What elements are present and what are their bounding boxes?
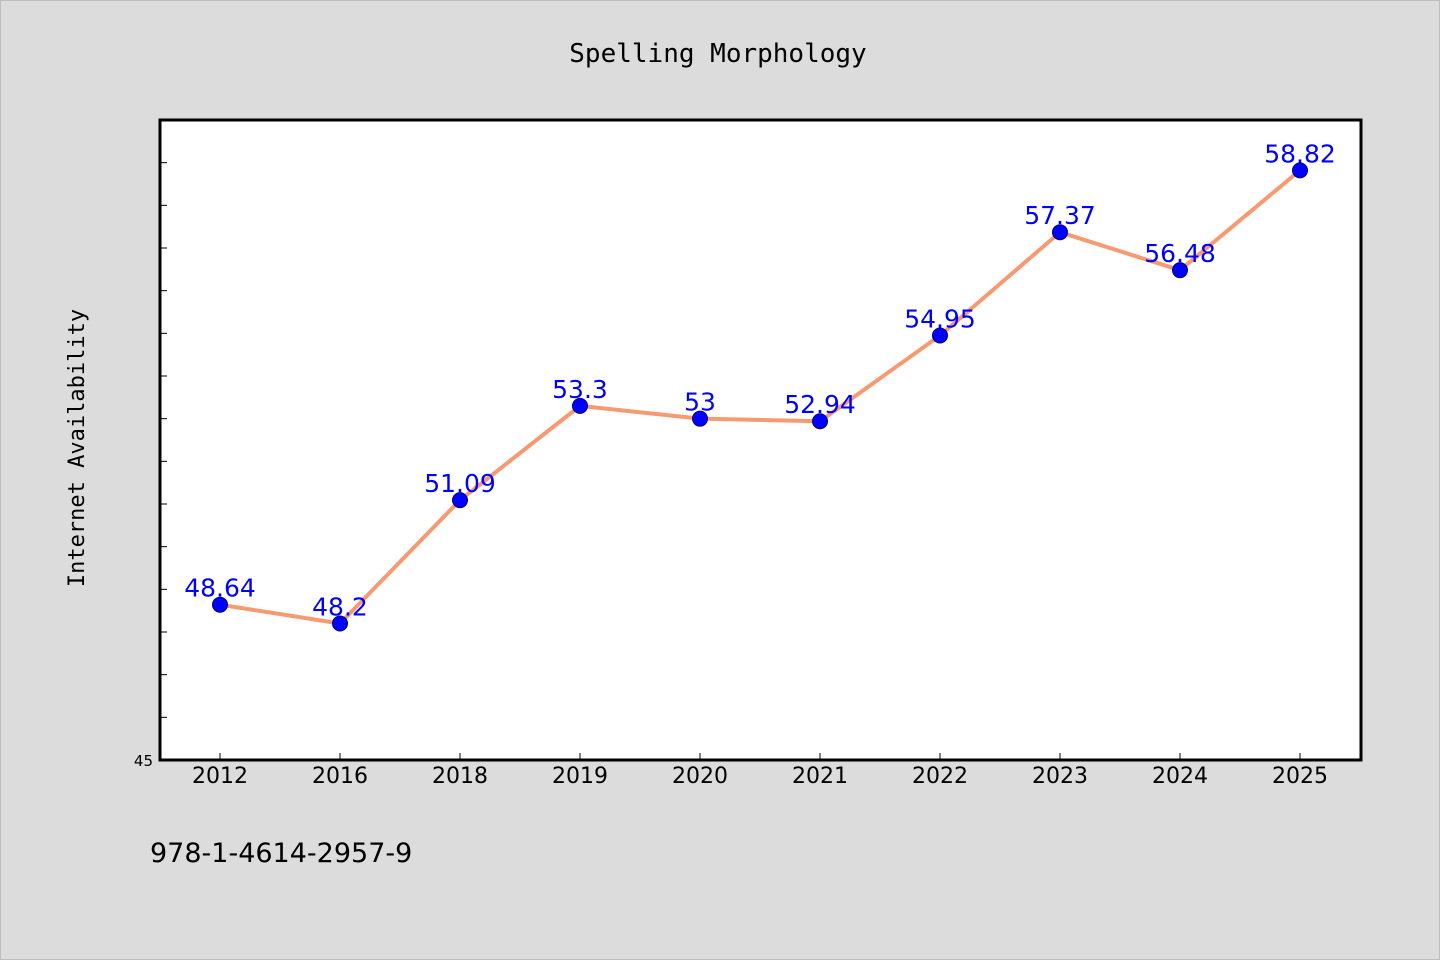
x-tick-label: 2016 [312, 764, 368, 789]
data-point [332, 615, 348, 632]
data-label: 57.37 [1024, 201, 1096, 230]
data-point [1172, 262, 1188, 279]
x-tick-label: 2012 [192, 764, 248, 789]
y-axis-ticks [160, 162, 167, 718]
x-tick-label: 2021 [792, 764, 848, 789]
x-tick-label: 2018 [432, 764, 488, 789]
data-point [1052, 224, 1068, 241]
series-line-group [218, 168, 1302, 626]
x-axis-ticks: 2012 2016 2018 2019 2020 2021 2022 2023 2024 2025 [192, 753, 1328, 789]
x-tick-label: 2022 [912, 764, 968, 789]
y-axis-label: Internet Availability [65, 309, 90, 587]
x-tick-label: 2023 [1032, 764, 1088, 789]
data-point [1292, 162, 1308, 179]
data-point [452, 492, 468, 509]
data-labels: 48.64 48.2 51.09 53.3 53 52.94 54.95 57.37 56.48… [184, 139, 1336, 621]
data-label: 53.3 [552, 375, 608, 404]
data-point [692, 410, 708, 427]
data-point [212, 596, 228, 613]
data-label: 56.48 [1144, 239, 1216, 268]
data-label: 54.95 [904, 304, 976, 333]
x-tick-label: 2020 [672, 764, 728, 789]
data-point [812, 413, 828, 430]
data-label: 48.2 [312, 592, 368, 621]
plot-area [158, 118, 1363, 762]
data-label: 53 [684, 388, 716, 417]
isbn-footer: 978-1-4614-2957-9 [150, 838, 412, 869]
x-tick-label: 2019 [552, 764, 608, 789]
series-markers [212, 162, 1308, 632]
x-tick-label: 2025 [1272, 764, 1328, 789]
data-label: 58.82 [1264, 139, 1336, 168]
x-tick-label: 2024 [1152, 764, 1208, 789]
data-label: 52.94 [784, 390, 856, 419]
data-label: 51.09 [424, 469, 496, 498]
y-axis-min-label: 45 [134, 752, 153, 770]
series-line [218, 168, 1302, 626]
data-point [572, 397, 588, 414]
data-point [932, 327, 948, 344]
data-label: 48.64 [184, 574, 256, 603]
chart-title: Spelling Morphology [569, 39, 866, 69]
